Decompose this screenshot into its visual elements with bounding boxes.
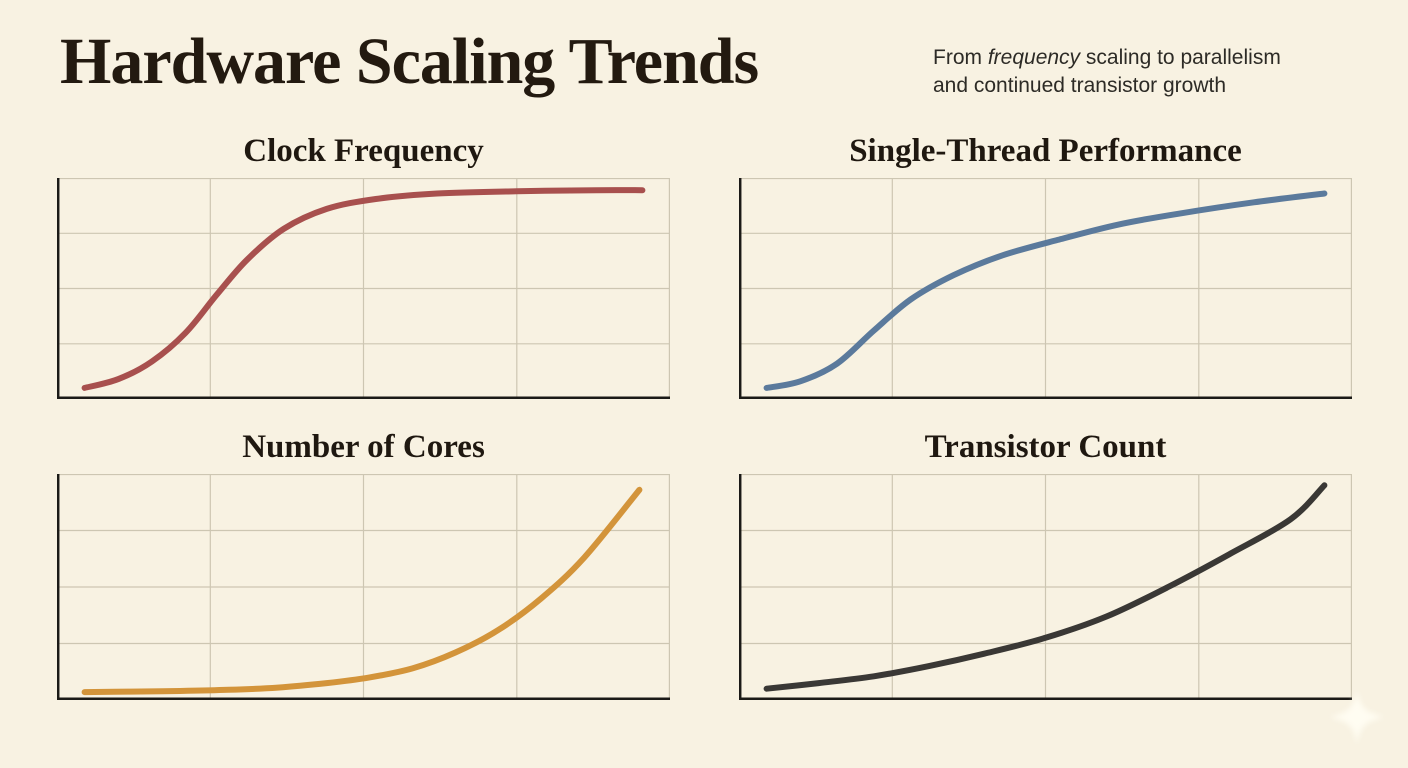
subtitle-text-rest: scaling to parallelism bbox=[1080, 46, 1281, 69]
transistor-count-plot bbox=[739, 474, 1352, 700]
curve-path bbox=[763, 482, 1328, 692]
curve-path bbox=[763, 190, 1328, 391]
chart-clock-frequency: Clock Frequency bbox=[57, 128, 670, 399]
chart-title-number-of-cores: Number of Cores bbox=[242, 429, 485, 465]
subtitle-italic-word: frequency bbox=[987, 46, 1081, 69]
chart-number-of-cores: Number of Cores bbox=[57, 424, 670, 700]
page-title: Hardware Scaling Trends bbox=[60, 25, 759, 98]
axis-spines bbox=[57, 178, 670, 399]
plot-svg bbox=[739, 474, 1352, 700]
plot-svg bbox=[57, 178, 670, 399]
subtitle-line2: and continued transistor growth bbox=[933, 74, 1227, 97]
chart-transistor-count: Transistor Count bbox=[739, 424, 1352, 700]
plot-frame bbox=[57, 474, 670, 700]
curve-path bbox=[81, 486, 643, 696]
plot-svg bbox=[739, 178, 1352, 399]
chart-title-transistor-count: Transistor Count bbox=[924, 429, 1167, 465]
plot-frame bbox=[739, 474, 1352, 700]
subtitle: From frequency scaling to parallelism an… bbox=[933, 44, 1353, 100]
plot-frame bbox=[739, 178, 1352, 399]
curve-path bbox=[81, 187, 646, 391]
subtitle-text-prefix: From bbox=[933, 46, 988, 69]
axis-spines bbox=[739, 474, 1352, 700]
axis-spines bbox=[57, 474, 670, 700]
clock-frequency-plot bbox=[57, 178, 670, 399]
plot-frame bbox=[57, 178, 670, 399]
chart-single-thread-performance: Single-Thread Performance bbox=[739, 128, 1352, 399]
plot-svg bbox=[57, 474, 670, 700]
axis-spines bbox=[739, 178, 1352, 399]
chart-title-single-thread-performance: Single-Thread Performance bbox=[849, 133, 1242, 169]
number-of-cores-plot bbox=[57, 474, 670, 700]
chart-title-clock-frequency: Clock Frequency bbox=[243, 133, 484, 169]
single-thread-performance-plot bbox=[739, 178, 1352, 399]
